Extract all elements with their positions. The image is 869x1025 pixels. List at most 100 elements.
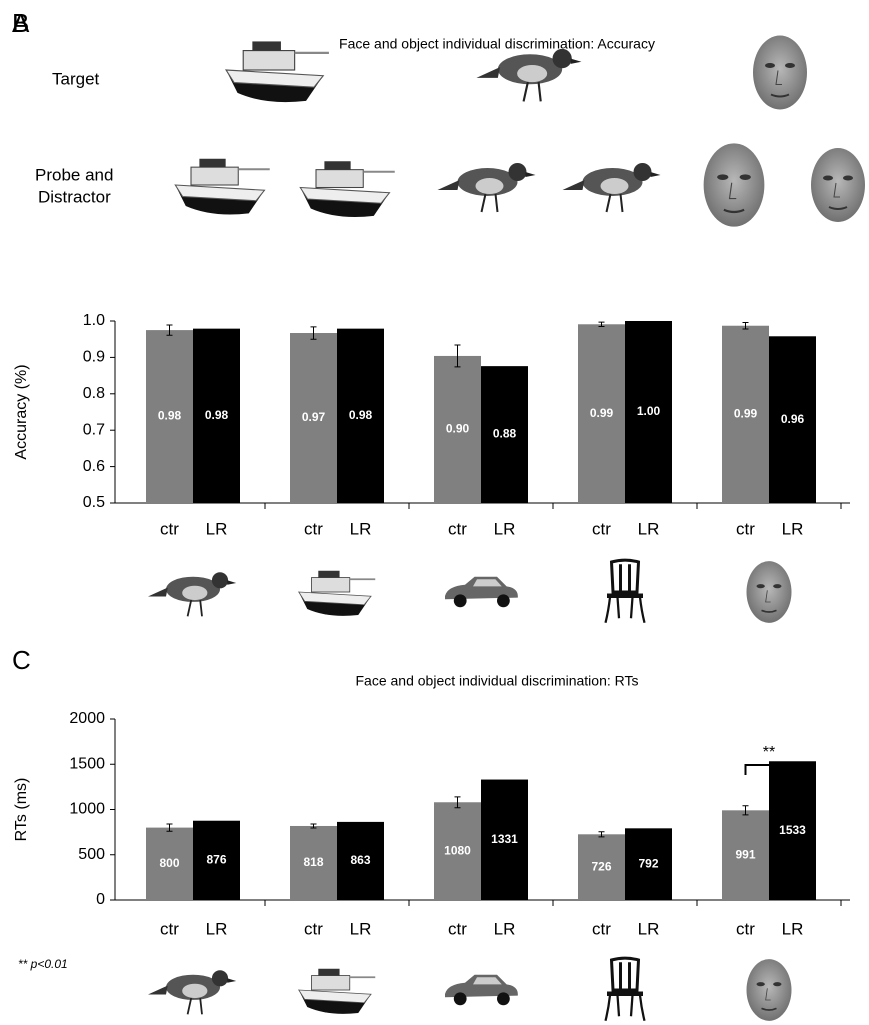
error-bar xyxy=(310,823,317,829)
row-label: Target xyxy=(52,69,100,88)
error-bar xyxy=(166,324,173,336)
annotation: ** xyxy=(763,744,775,761)
y-tick-label: 500 xyxy=(78,846,105,863)
x-tick-label: ctr xyxy=(736,919,755,938)
category-image xyxy=(745,958,793,1022)
value-label: 1533 xyxy=(779,823,806,837)
bar xyxy=(722,325,769,503)
image xyxy=(224,40,331,104)
value-label: 0.96 xyxy=(781,412,805,426)
category-image xyxy=(148,969,238,1016)
image xyxy=(561,161,662,214)
x-tick-label: ctr xyxy=(736,519,755,538)
value-label: 0.98 xyxy=(349,408,373,422)
x-tick-label: ctr xyxy=(592,519,611,538)
annotation: ** p<0.01 xyxy=(18,957,68,971)
error-bar xyxy=(166,823,173,832)
x-tick-label: ctr xyxy=(448,519,467,538)
value-label: 863 xyxy=(350,853,370,867)
bar xyxy=(434,355,481,503)
panel-label: B xyxy=(12,8,29,38)
category-image xyxy=(148,571,238,618)
row-label: Distractor xyxy=(38,187,111,206)
bar xyxy=(193,820,240,900)
error-bar xyxy=(742,321,749,330)
panel-label: A xyxy=(12,8,30,38)
value-label: 0.98 xyxy=(205,408,229,422)
x-tick-label: ctr xyxy=(160,519,179,538)
bar xyxy=(337,821,384,900)
image xyxy=(174,157,271,216)
error-bar xyxy=(742,805,749,816)
x-tick-label: LR xyxy=(494,919,516,938)
error-bar xyxy=(454,344,461,368)
value-label: 0.99 xyxy=(590,406,614,420)
bar xyxy=(578,834,625,900)
y-tick-label: 0.9 xyxy=(83,349,105,366)
value-label: 800 xyxy=(159,856,179,870)
value-label: 1331 xyxy=(491,832,518,846)
bar xyxy=(146,827,193,900)
bar xyxy=(578,324,625,503)
x-tick-label: ctr xyxy=(448,919,467,938)
value-label: 0.99 xyxy=(734,407,758,421)
value-label: 0.90 xyxy=(446,422,470,436)
x-tick-label: LR xyxy=(206,519,228,538)
chart-title: Face and object individual discriminatio… xyxy=(339,36,655,52)
y-tick-label: 1.0 xyxy=(83,312,105,329)
category-image xyxy=(445,974,518,1006)
x-tick-label: LR xyxy=(206,919,228,938)
value-label: 0.88 xyxy=(493,427,517,441)
bar xyxy=(625,828,672,900)
bar xyxy=(722,810,769,900)
x-tick-label: LR xyxy=(638,519,660,538)
error-bar xyxy=(598,321,605,327)
category-image xyxy=(445,576,518,608)
bar xyxy=(481,779,528,900)
image xyxy=(702,142,766,228)
category-image xyxy=(606,560,645,623)
image xyxy=(299,160,396,219)
error-bar xyxy=(310,326,317,340)
bar xyxy=(290,825,337,900)
x-tick-label: LR xyxy=(782,919,804,938)
bar xyxy=(625,321,672,503)
x-tick-label: LR xyxy=(350,919,372,938)
bar xyxy=(434,802,481,900)
x-tick-label: LR xyxy=(494,519,516,538)
y-tick-label: 2000 xyxy=(69,710,105,727)
x-tick-label: ctr xyxy=(304,519,323,538)
y-tick-label: 0 xyxy=(96,891,105,908)
bar xyxy=(769,761,816,900)
chart-title: Face and object individual discriminatio… xyxy=(356,673,639,689)
category-image xyxy=(297,967,377,1015)
bar xyxy=(481,366,528,503)
image xyxy=(436,161,537,214)
value-label: 1080 xyxy=(444,843,471,857)
value-label: 0.98 xyxy=(158,409,182,423)
value-label: 876 xyxy=(206,853,226,867)
bar xyxy=(290,333,337,503)
x-tick-label: ctr xyxy=(160,919,179,938)
bar xyxy=(146,330,193,503)
x-tick-label: LR xyxy=(350,519,372,538)
image xyxy=(475,47,583,103)
value-label: 726 xyxy=(591,859,611,873)
value-label: 1.00 xyxy=(637,404,661,418)
panel-label: C xyxy=(12,645,31,675)
category-image xyxy=(297,569,377,617)
x-tick-label: LR xyxy=(782,519,804,538)
error-bar xyxy=(598,831,605,838)
bar xyxy=(769,336,816,503)
x-tick-label: ctr xyxy=(304,919,323,938)
y-tick-label: 0.5 xyxy=(83,494,105,511)
value-label: 792 xyxy=(638,856,658,870)
y-tick-label: 1000 xyxy=(69,801,105,818)
value-label: 818 xyxy=(303,855,323,869)
image xyxy=(809,146,867,224)
image xyxy=(751,34,809,111)
value-label: 991 xyxy=(735,847,755,861)
value-label: 0.97 xyxy=(302,410,326,424)
bar xyxy=(337,328,384,503)
